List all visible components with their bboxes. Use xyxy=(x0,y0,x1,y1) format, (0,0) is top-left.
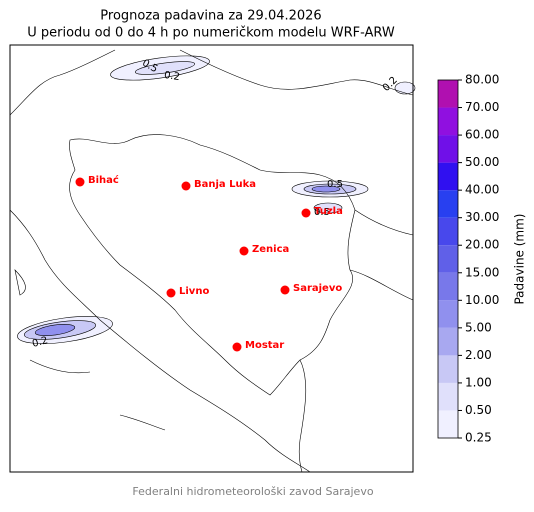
contour-label: 0.5 xyxy=(314,207,330,218)
colorbar-tick-label: 5.00 xyxy=(465,320,492,334)
contour-label: 0.5 xyxy=(327,179,343,190)
borders xyxy=(9,49,414,473)
colorbar-tick-label: 30.00 xyxy=(465,210,499,224)
city-label: Bihać xyxy=(88,174,119,186)
city-dot xyxy=(280,285,290,295)
bih-border xyxy=(69,134,356,396)
colorbar-segment xyxy=(438,327,458,356)
colorbar-segment xyxy=(438,107,458,136)
colorbar-segment xyxy=(438,355,458,383)
colorbar-tick-label: 10.00 xyxy=(465,293,499,307)
city-dot xyxy=(181,181,191,191)
subtitle: U periodu od 0 do 4 h po numeričkom mode… xyxy=(27,26,395,41)
city-label: Livno xyxy=(179,286,209,297)
colorbar-tick-label: 1.00 xyxy=(465,375,492,389)
city-dot xyxy=(301,208,311,218)
colorbar-tick-label: 15.00 xyxy=(465,265,499,279)
footer: Federalni hidrometeorološki zavod Saraje… xyxy=(132,485,373,498)
city-label: Banja Luka xyxy=(194,179,256,190)
precip-area xyxy=(34,324,76,336)
precip-areas: 0.50.2 0.20.50.50.2 xyxy=(17,55,416,350)
islands xyxy=(14,269,166,431)
colorbar-segment xyxy=(438,300,458,328)
colorbar-tick-label: 70.00 xyxy=(465,100,499,114)
colorbar-segment xyxy=(438,410,458,438)
city-label: Sarajevo xyxy=(293,283,342,294)
colorbar-segment xyxy=(438,382,458,411)
colorbar-tick-label: 40.00 xyxy=(465,183,499,197)
colorbar-segment xyxy=(438,190,458,218)
colorbar-segment xyxy=(438,272,458,301)
city-dot xyxy=(232,342,242,352)
contour-label: 0.2 xyxy=(31,335,49,350)
colorbar-segment xyxy=(438,217,458,246)
precip-area xyxy=(134,61,196,75)
city-dot xyxy=(239,246,249,256)
colorbar-tick-label: 50.00 xyxy=(465,155,499,169)
contour-label: 0.2 xyxy=(163,70,180,83)
colorbar-segment xyxy=(438,162,458,191)
coastline xyxy=(9,49,414,116)
title: Prognoza padavina za 29.04.2026 xyxy=(100,9,321,24)
map-frame xyxy=(9,44,414,473)
colorbar-tick-label: 0.25 xyxy=(465,431,492,445)
colorbar-label: Padavine (mm) xyxy=(513,213,527,304)
colorbar-segment xyxy=(438,245,458,273)
east-border xyxy=(298,209,414,473)
coast-south xyxy=(9,209,311,473)
city-dot xyxy=(166,288,176,298)
precip-area xyxy=(313,202,343,214)
colorbar-tick-label: 2.00 xyxy=(465,348,492,362)
colorbar-segment xyxy=(438,135,458,163)
cities: Bihać Banja Luka Tuzla Zenica Livno Sarajevo M… xyxy=(75,174,343,352)
colorbar-tick-label: 60.00 xyxy=(465,128,499,142)
city-label: Tuzla xyxy=(314,206,343,217)
colorbar-frame xyxy=(437,79,459,439)
city-dot xyxy=(75,177,85,187)
colorbar-tick-label: 20.00 xyxy=(465,238,499,252)
precip-area xyxy=(311,185,341,193)
colorbar-tick-label: 80.00 xyxy=(465,73,499,87)
colorbar-tick-label: 0.50 xyxy=(465,403,492,417)
precip-area xyxy=(394,81,416,95)
city-label: Mostar xyxy=(245,340,284,351)
colorbar-segment xyxy=(438,80,458,108)
colorbar: 0.25 0.50 1.00 2.00 5.00 10.00 15.00 20.00 30.00… xyxy=(437,73,499,445)
city-label: Zenica xyxy=(252,244,289,255)
